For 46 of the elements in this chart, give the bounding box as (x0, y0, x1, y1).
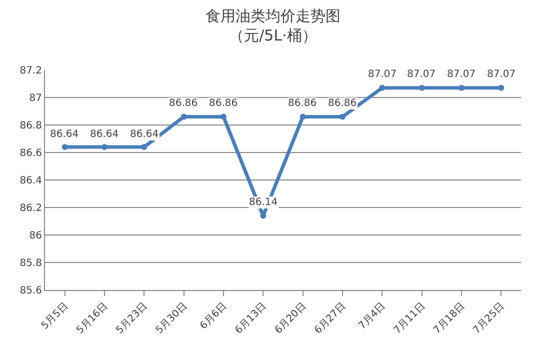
point (102, 144, 108, 150)
y-tick-label: 86.2 (20, 203, 42, 214)
y-tick-label: 86.8 (20, 120, 42, 132)
data-label: 86.86 (288, 98, 317, 109)
x-tick-label: 6月13日 (233, 300, 269, 336)
data-label: 86.86 (169, 98, 198, 109)
data-label: 87.07 (447, 69, 476, 80)
point (220, 114, 226, 120)
x-tick-label: 5月23日 (114, 300, 150, 336)
x-tick-label: 7月4日 (356, 300, 388, 332)
y-tick-label: 86.4 (20, 176, 42, 186)
x-tick-label: 6月20日 (273, 300, 308, 336)
x-tick-label: 5月5日 (40, 300, 70, 332)
data-label: 86.86 (209, 98, 238, 109)
y-tick-label: 85.6 (20, 286, 42, 296)
point (62, 144, 68, 150)
data-label: 87.07 (487, 69, 516, 80)
point (458, 84, 464, 91)
y-tick-label: 86.6 (20, 148, 42, 159)
y-tick-label: 86 (29, 230, 42, 242)
data-label: 86.14 (249, 197, 278, 208)
y-tick-label: 87.2 (20, 66, 42, 76)
point (300, 114, 306, 120)
point (379, 84, 386, 91)
chart-title: 食用油类均价走势图 (206, 7, 340, 25)
data-label: 86.86 (328, 98, 357, 109)
chart-subtitle: （元/5L·桶） (229, 26, 317, 44)
x-tick-label: 6月27日 (312, 300, 348, 336)
data-label: 86.64 (130, 129, 159, 140)
y-tick-label: 85.8 (20, 258, 42, 269)
data-label: 87.07 (407, 69, 436, 80)
point (418, 84, 425, 91)
data-label: 86.64 (90, 129, 119, 140)
x-tick-label: 7月11日 (392, 300, 428, 336)
point (498, 84, 504, 91)
data-label: 86.64 (50, 129, 79, 140)
x-tick-label: 5月16日 (74, 300, 110, 336)
point (340, 114, 346, 120)
x-tick-label: 5月30日 (154, 300, 190, 336)
y-tick-label: 87 (29, 93, 42, 104)
x-tick-label: 7月25日 (471, 300, 507, 336)
point (141, 144, 148, 150)
x-tick-label: 7月18日 (432, 300, 468, 336)
point (180, 114, 187, 120)
x-tick-label: 6月6日 (198, 300, 230, 332)
data-label: 87.07 (368, 69, 397, 80)
